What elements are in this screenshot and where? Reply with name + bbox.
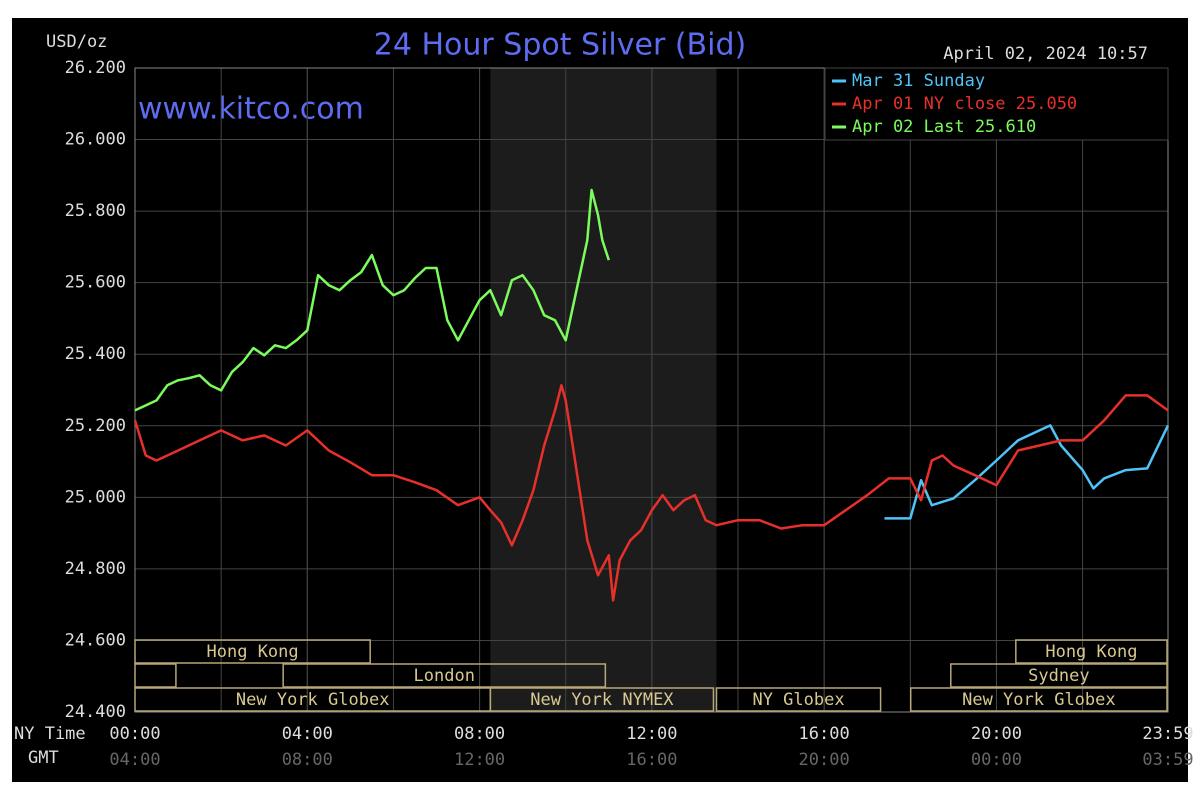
session-label: New York Globex (236, 690, 390, 710)
session-label: NY Globex (752, 690, 844, 710)
session-bar (489, 687, 715, 712)
y-tick-label: 26.000 (65, 130, 126, 150)
session-label: Hong Kong (1045, 642, 1137, 662)
x-tick-label: 00:00 (109, 724, 160, 744)
session-bar (909, 687, 1168, 712)
session-bar (282, 663, 607, 688)
series-line (133, 384, 1169, 602)
y-tick-label: 24.400 (65, 702, 126, 722)
x-tick-label: 20:00 (971, 724, 1022, 744)
gmt-tick-label: 12:00 (454, 750, 505, 770)
y-tick-label: 26.200 (65, 58, 126, 78)
session-label: New York NYMEX (530, 690, 674, 710)
session-bar (134, 639, 371, 664)
y-tick-label: 25.600 (65, 273, 126, 293)
legend-label: Apr 01 NY close 25.050 (852, 94, 1077, 114)
series-line (884, 424, 1170, 520)
y-tick-label: 24.800 (65, 559, 126, 579)
gmt-tick-label: 20:00 (799, 750, 850, 770)
legend-label: Apr 02 Last 25.610 (852, 117, 1036, 137)
session-bar (134, 663, 177, 688)
x-tick-label: 16:00 (799, 724, 850, 744)
session-bar (1015, 639, 1168, 664)
gmt-tick-label: 04:00 (109, 750, 160, 770)
gmt-label: GMT (28, 748, 59, 768)
y-tick-label: 25.400 (65, 344, 126, 364)
x-tick-label: 08:00 (454, 724, 505, 744)
session-bar (950, 663, 1168, 688)
gmt-tick-label: 00:00 (971, 750, 1022, 770)
x-tick-label: 04:00 (282, 724, 333, 744)
session-label: Hong Kong (207, 642, 299, 662)
ny-time-label: NY Time (14, 724, 86, 744)
x-tick-label: 12:00 (626, 724, 677, 744)
y-tick-label: 25.000 (65, 487, 126, 507)
shaded-region (490, 68, 717, 712)
session-label: London (414, 666, 475, 686)
session-label: Sydney (1028, 666, 1089, 686)
gmt-tick-label: 03:59 (1142, 750, 1193, 770)
y-tick-label: 25.800 (65, 201, 126, 221)
gmt-tick-label: 16:00 (626, 750, 677, 770)
watermark: www.kitco.com (138, 92, 364, 127)
session-bar (715, 687, 882, 712)
gmt-tick-label: 08:00 (282, 750, 333, 770)
timestamp: April 02, 2024 10:57 (943, 44, 1148, 64)
legend-label: Mar 31 Sunday (852, 71, 985, 91)
plot-frame (134, 67, 1169, 713)
session-label: New York Globex (962, 690, 1116, 710)
chart-title: 24 Hour Spot Silver (Bid) (374, 28, 746, 63)
unit-label: USD/oz (46, 32, 107, 52)
y-tick-label: 24.600 (65, 630, 126, 650)
y-tick-label: 25.200 (65, 416, 126, 436)
series-line (134, 188, 610, 412)
legend-box (824, 67, 1169, 141)
x-tick-label: 23:59 (1142, 724, 1193, 744)
